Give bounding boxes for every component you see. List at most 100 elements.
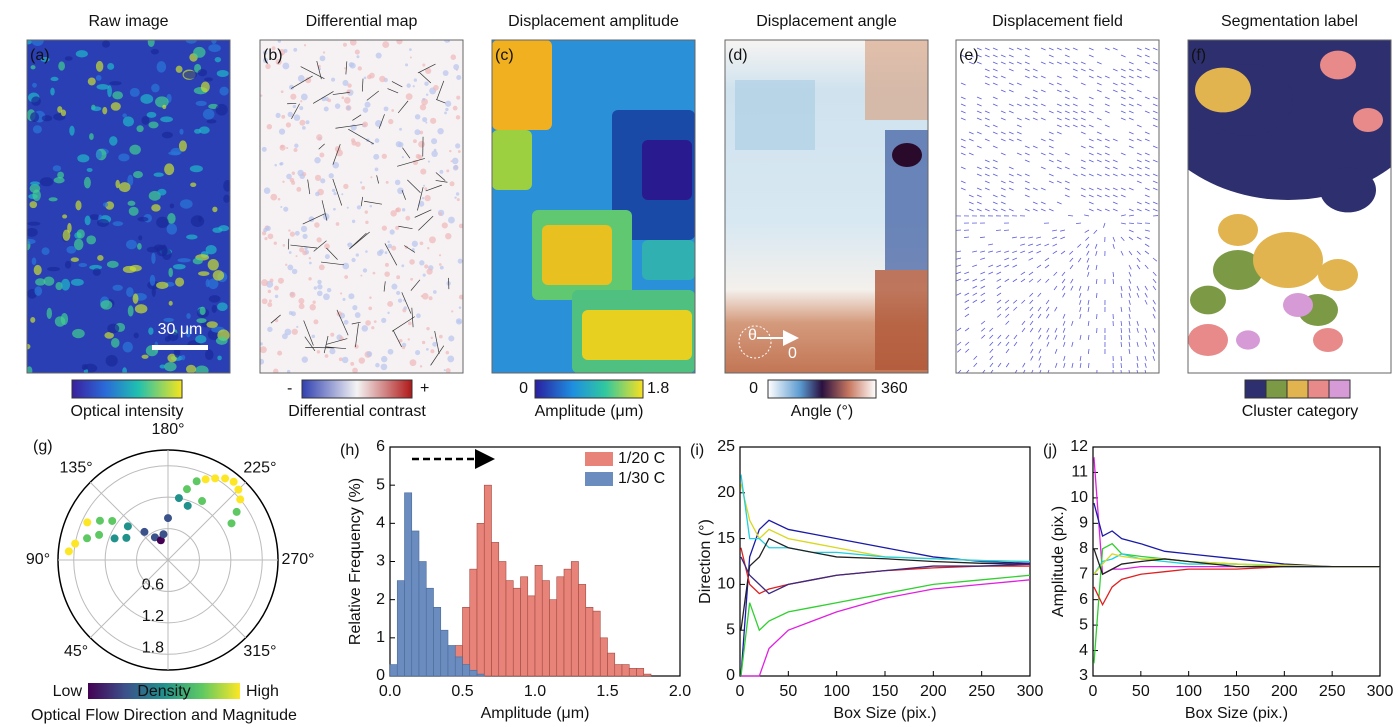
field-arrow — [1013, 341, 1018, 347]
texture — [289, 291, 296, 298]
texture — [275, 58, 282, 66]
field-arrow — [1062, 313, 1066, 319]
panel-title: Displacement amplitude — [508, 13, 679, 30]
field-arrow — [1053, 271, 1058, 276]
field-arrow — [1072, 103, 1078, 107]
field-arrow — [968, 152, 974, 156]
cluster-blob — [1253, 232, 1323, 288]
texture — [381, 153, 387, 159]
texture — [193, 46, 206, 58]
texture — [343, 97, 351, 104]
texture — [456, 95, 461, 100]
field-arrow — [1064, 166, 1070, 170]
texture — [419, 365, 423, 368]
texture — [104, 331, 114, 339]
texture — [430, 336, 433, 340]
field-arrow — [964, 327, 970, 332]
field-arrow — [1136, 292, 1140, 298]
cluster-swatch — [1265, 379, 1288, 399]
field-arrow — [1079, 334, 1082, 340]
texture — [308, 277, 312, 281]
flow-arrow — [397, 100, 409, 114]
y-tick-label: 8 — [1079, 540, 1088, 557]
texture — [455, 115, 461, 120]
flow-arrow — [414, 209, 432, 218]
field-arrow — [989, 348, 994, 354]
texture — [449, 149, 452, 153]
field-arrow — [968, 61, 974, 65]
flow-arrow — [392, 330, 402, 348]
texture — [294, 143, 299, 148]
flow-arrow — [318, 143, 325, 150]
x-tick-label: 300 — [1367, 683, 1394, 700]
texture — [304, 246, 308, 250]
field-arrow — [1062, 327, 1066, 333]
texture — [397, 298, 403, 303]
field-arrow — [1144, 201, 1150, 205]
field-arrow — [1080, 61, 1086, 65]
flow-arrow — [402, 147, 411, 159]
theta-tick-label: 45° — [64, 643, 88, 660]
x-axis-label: Amplitude (μm) — [481, 705, 590, 722]
texture — [405, 63, 409, 67]
x-tick-label: 150 — [872, 683, 899, 700]
field-arrow — [1128, 306, 1131, 312]
texture — [384, 251, 388, 255]
field-arrow — [988, 250, 994, 253]
texture — [451, 157, 459, 165]
texture — [364, 210, 368, 214]
field-arrow — [1056, 131, 1062, 135]
charts: 0.61.21.80°45°90°135°180°225°270°315°(g)… — [26, 421, 1394, 724]
field-arrow — [1144, 61, 1150, 65]
field-arrow — [1152, 355, 1156, 361]
field-arrow — [1120, 82, 1126, 86]
theta-tick-label: 135° — [60, 459, 93, 476]
texture — [105, 354, 118, 367]
field-arrow — [1144, 131, 1150, 135]
texture — [419, 104, 427, 111]
field-arrow — [1005, 362, 1010, 368]
texture — [195, 365, 209, 373]
field-arrow — [980, 285, 986, 289]
field-arrow — [992, 173, 998, 177]
flow-point — [95, 516, 104, 525]
field-arrow — [968, 208, 974, 212]
field-arrow — [1052, 243, 1058, 247]
texture — [29, 201, 38, 209]
field-arrow — [1063, 341, 1066, 347]
texture — [411, 240, 419, 247]
panel-letter: (d) — [728, 47, 748, 64]
texture — [457, 319, 461, 323]
texture — [394, 179, 401, 186]
x-tick-label: 0.0 — [379, 683, 401, 700]
texture — [425, 93, 429, 96]
field-arrow — [976, 201, 982, 205]
texture — [81, 364, 88, 371]
texture — [41, 115, 53, 122]
texture — [430, 117, 437, 124]
flow-arrow — [384, 243, 398, 266]
field-arrow — [972, 250, 978, 253]
field-arrow — [1022, 362, 1026, 368]
field-arrow — [976, 166, 982, 170]
texture — [169, 203, 175, 209]
texture — [263, 227, 268, 233]
texture — [156, 216, 169, 229]
field-arrow — [1136, 257, 1141, 263]
texture — [27, 227, 38, 237]
texture — [449, 181, 455, 187]
field-arrow — [1152, 68, 1158, 72]
r-tick-label: 1.2 — [142, 608, 164, 625]
texture — [215, 336, 228, 345]
field-arrow — [980, 292, 986, 296]
field-arrow — [1104, 166, 1110, 170]
texture — [289, 177, 295, 183]
field-arrow — [1144, 236, 1150, 240]
field-arrow — [1144, 229, 1150, 232]
flow-arrow — [321, 200, 328, 221]
texture — [75, 50, 88, 58]
texture — [47, 266, 61, 272]
flow-arrow — [332, 178, 343, 206]
field-arrow — [1152, 271, 1157, 276]
flow-arrow — [418, 215, 434, 231]
